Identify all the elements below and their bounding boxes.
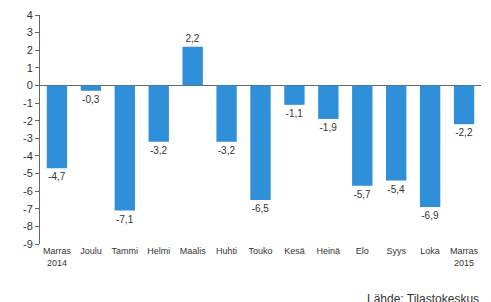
svg-text:Marras2014: Marras2014 bbox=[43, 246, 72, 268]
svg-text:Heinä: Heinä bbox=[317, 246, 341, 256]
svg-text:-3,2: -3,2 bbox=[150, 145, 168, 156]
svg-text:Tammi: Tammi bbox=[112, 246, 139, 256]
svg-text:-8: -8 bbox=[23, 220, 33, 232]
svg-text:4: 4 bbox=[27, 9, 33, 21]
svg-text:Kesä: Kesä bbox=[284, 246, 305, 256]
svg-text:-5,7: -5,7 bbox=[353, 189, 371, 200]
svg-text:3: 3 bbox=[27, 26, 33, 38]
svg-text:2,2: 2,2 bbox=[185, 33, 199, 44]
svg-text:1: 1 bbox=[27, 62, 33, 74]
svg-text:Loka: Loka bbox=[420, 246, 440, 256]
svg-text:Huhti: Huhti bbox=[216, 246, 237, 256]
svg-text:-2: -2 bbox=[23, 115, 33, 127]
svg-text:Syys: Syys bbox=[386, 246, 406, 256]
svg-text:-0,3: -0,3 bbox=[82, 94, 100, 105]
svg-text:Joulu: Joulu bbox=[80, 246, 102, 256]
svg-text:Lähde: Tilastokeskus: Lähde: Tilastokeskus bbox=[367, 292, 479, 302]
svg-text:-5,4: -5,4 bbox=[387, 184, 405, 195]
svg-text:-4,7: -4,7 bbox=[48, 171, 66, 182]
svg-text:Marras2015: Marras2015 bbox=[450, 246, 479, 268]
svg-text:2: 2 bbox=[27, 44, 33, 56]
svg-text:-7,1: -7,1 bbox=[116, 214, 134, 225]
svg-text:-7: -7 bbox=[23, 203, 33, 215]
svg-text:-4: -4 bbox=[23, 150, 33, 162]
svg-text:Maalis: Maalis bbox=[180, 246, 207, 256]
svg-text:Elo: Elo bbox=[356, 246, 369, 256]
svg-text:-6,5: -6,5 bbox=[252, 203, 270, 214]
svg-text:0: 0 bbox=[27, 79, 33, 91]
svg-text:Helmi: Helmi bbox=[147, 246, 170, 256]
svg-text:-6,9: -6,9 bbox=[421, 210, 439, 221]
svg-text:Touko: Touko bbox=[248, 246, 272, 256]
svg-text:-1: -1 bbox=[23, 97, 33, 109]
svg-text:-2,2: -2,2 bbox=[455, 127, 473, 138]
svg-text:-3: -3 bbox=[23, 132, 33, 144]
svg-text:-9: -9 bbox=[23, 238, 33, 250]
svg-text:-5: -5 bbox=[23, 167, 33, 179]
svg-text:-3,2: -3,2 bbox=[218, 145, 236, 156]
svg-text:-1,9: -1,9 bbox=[320, 122, 338, 133]
svg-text:-1,1: -1,1 bbox=[286, 108, 304, 119]
svg-text:-6: -6 bbox=[23, 185, 33, 197]
